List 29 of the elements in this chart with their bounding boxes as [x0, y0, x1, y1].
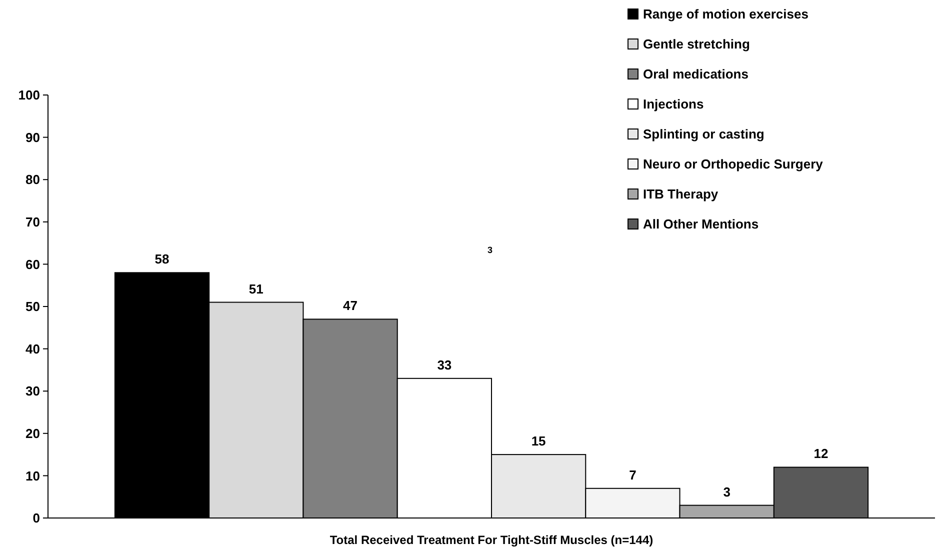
legend-label: ITB Therapy: [643, 186, 719, 202]
legend-label: Splinting or casting: [643, 126, 764, 142]
data-label: 47: [343, 298, 358, 314]
legend-label: Gentle stretching: [643, 36, 750, 52]
data-label: 58: [154, 252, 170, 267]
y-tick-label: 10: [26, 468, 40, 484]
y-tick-label: 40: [26, 341, 40, 356]
x-axis-title: Total Received Treatment For Tight-Stiff Muscles (n=144): [330, 533, 654, 547]
legend-label: All Other Mentions: [643, 216, 759, 232]
y-tick-label: 50: [26, 299, 40, 314]
legend-label: Injections: [643, 96, 704, 112]
y-tick-label: 90: [26, 130, 40, 145]
legend-label: Neuro or Orthopedic Surgery: [643, 156, 824, 172]
legend-label: Oral medications: [643, 66, 748, 82]
data-label: 3: [723, 484, 730, 500]
data-label: 33: [437, 357, 452, 372]
legend-label: Range of motion exercises: [643, 6, 808, 22]
annotation: 3: [487, 245, 493, 255]
data-label: 7: [629, 467, 636, 482]
data-label: 15: [531, 434, 546, 449]
y-tick-label: 0: [32, 510, 40, 526]
y-tick-label: 80: [26, 172, 40, 188]
y-tick-label: 30: [26, 384, 40, 399]
y-tick-label: 20: [26, 426, 40, 441]
y-tick-label: 100: [18, 88, 40, 103]
y-tick-label: 70: [26, 214, 40, 230]
data-label: 12: [814, 446, 828, 462]
data-label: 51: [248, 281, 264, 296]
y-tick-label: 60: [26, 256, 40, 272]
